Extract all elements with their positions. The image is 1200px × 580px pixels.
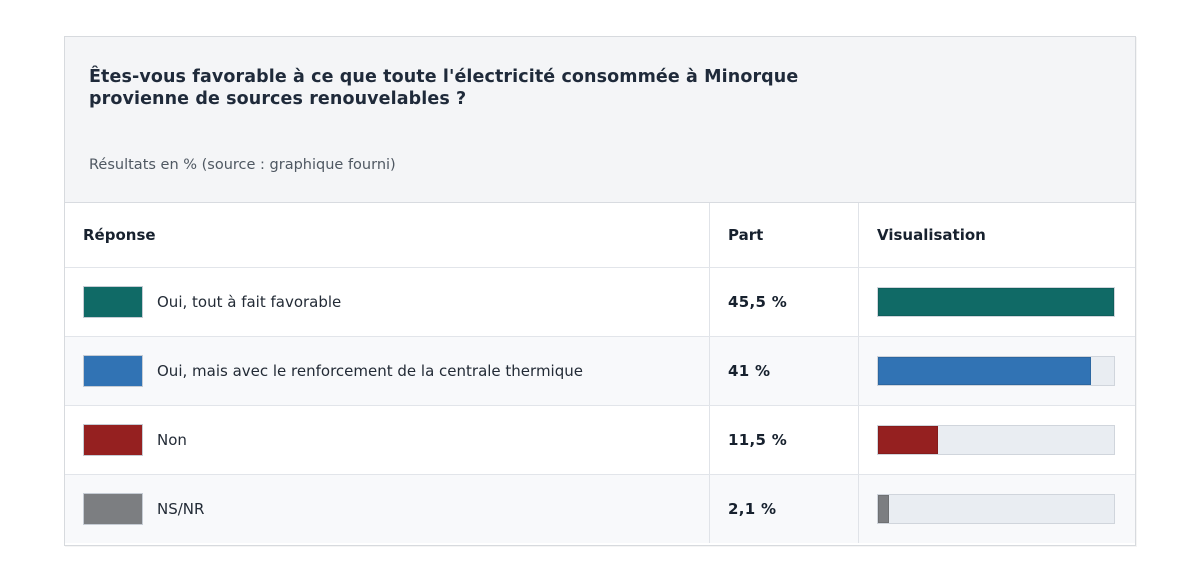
part-value: 2,1 % [728,500,777,518]
bar-track [877,425,1115,455]
response-cell: Non [65,406,710,474]
bar-fill [878,357,1091,385]
bar-fill [878,495,889,523]
bar-track [877,356,1115,386]
response-label: Oui, tout à fait favorable [157,293,342,311]
part-cell: 45,5 % [710,268,859,336]
response-label: Oui, mais avec le renforcement de la cen… [157,362,583,380]
table-row: Oui, tout à fait favorable 45,5 % [65,267,1135,336]
table-row: Non 11,5 % [65,405,1135,474]
response-cell: Oui, mais avec le renforcement de la cen… [65,337,710,405]
color-swatch [83,286,143,318]
page-subtitle: Résultats en % (source : graphique fourn… [89,157,396,174]
bar-fill [878,288,1114,316]
part-value: 11,5 % [728,431,788,449]
visualisation-cell [859,268,1139,336]
response-cell: Oui, tout à fait favorable [65,268,710,336]
response-cell: NS/NR [65,475,710,543]
part-cell: 41 % [710,337,859,405]
color-swatch [83,355,143,387]
part-value: 41 % [728,362,771,380]
table-header-row: Réponse Part Visualisation [65,203,1135,267]
table-row: Oui, mais avec le renforcement de la cen… [65,336,1135,405]
response-label: Non [157,431,187,449]
card-header: Êtes-vous favorable à ce que toute l'éle… [65,37,1135,203]
results-table: Réponse Part Visualisation Oui, tout à f… [65,203,1135,545]
column-header-part: Part [710,203,859,267]
part-cell: 11,5 % [710,406,859,474]
visualisation-cell [859,475,1139,543]
bar-track [877,287,1115,317]
bar-track [877,494,1115,524]
visualisation-cell [859,406,1139,474]
color-swatch [83,424,143,456]
page-title: Êtes-vous favorable à ce que toute l'éle… [89,67,799,109]
table-row: NS/NR 2,1 % [65,474,1135,543]
response-label: NS/NR [157,500,205,518]
column-header-visualisation: Visualisation [877,226,986,244]
survey-results-card: Êtes-vous favorable à ce que toute l'éle… [64,36,1136,546]
column-header-reponse: Réponse [65,203,710,267]
part-value: 45,5 % [728,293,788,311]
color-swatch [83,493,143,525]
visualisation-cell [859,337,1139,405]
bar-fill [878,426,938,454]
part-cell: 2,1 % [710,475,859,543]
